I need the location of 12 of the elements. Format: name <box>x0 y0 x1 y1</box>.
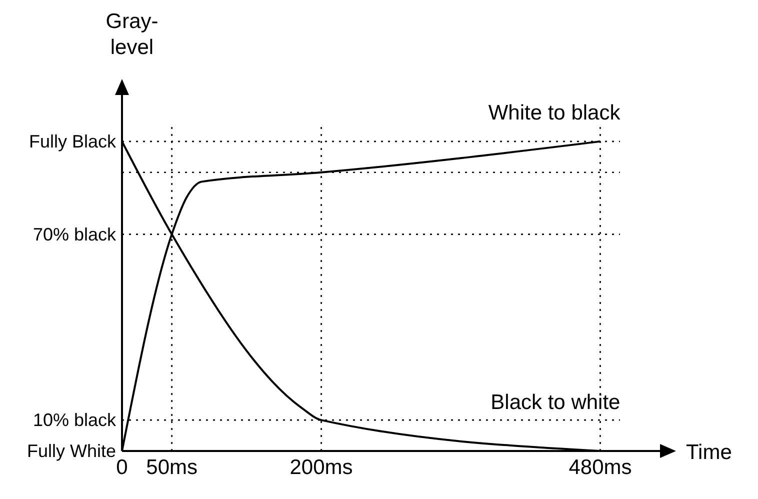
series-label: White to black <box>488 101 621 124</box>
x-tick-label: 480ms <box>568 456 632 479</box>
x-axis-title: Time <box>686 441 732 464</box>
y-tick-label: 70% black <box>32 224 117 244</box>
x-tick-label: 200ms <box>290 456 353 479</box>
x-tick-label: 50ms <box>146 456 198 479</box>
y-axis-title: Gray-level <box>106 10 158 59</box>
y-tick-label: Fully White <box>26 441 116 461</box>
series-label: Black to white <box>490 391 620 414</box>
y-tick-label: 10% black <box>32 410 117 430</box>
x-tick-label: 0 <box>116 456 128 479</box>
y-tick-label: Fully Black <box>28 131 117 152</box>
